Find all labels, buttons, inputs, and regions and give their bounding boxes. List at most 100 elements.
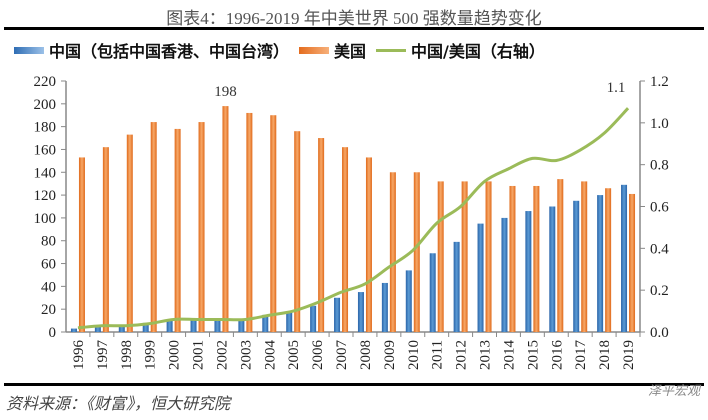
bar-china [429,253,436,332]
legend: 中国（包括中国香港、中国台湾） 美国 中国/美国（右轴） [14,38,555,62]
x-tick-label: 2014 [501,340,517,371]
bar-us [150,122,157,332]
bar-china [357,292,364,332]
y-right-tick-label: 0.4 [650,241,669,257]
legend-item-us: 美国 [299,38,366,62]
bar-china [238,319,245,332]
bar-china [214,319,221,332]
y-left-tick-label: 140 [34,165,57,181]
x-tick-label: 2001 [191,340,207,370]
y-right-tick-label: 0.8 [650,158,669,174]
bar-us [461,181,468,332]
x-tick-label: 2010 [406,340,422,370]
bar-china [310,305,317,332]
bar-china [525,211,532,332]
title-rule [4,27,704,30]
bar-us [629,193,636,332]
y-right-tick-label: 0.0 [650,325,669,341]
x-tick-label: 2007 [334,340,350,371]
bar-china [286,311,293,332]
bar-us [222,106,229,332]
chart-title: 图表4：1996-2019 年中美世界 500 强数量趋势变化 [166,9,542,28]
bar-china [118,325,125,332]
bar-china [381,282,388,332]
y-left-tick-label: 160 [34,142,57,158]
legend-label-us: 美国 [334,42,367,61]
bar-china [166,320,173,332]
x-tick-label: 2011 [430,340,446,369]
bar-china [262,314,269,332]
y-left-tick-label: 200 [34,97,57,113]
x-tick-label: 1998 [119,340,135,370]
x-tick-label: 2004 [262,340,278,371]
x-tick-label: 2003 [238,340,254,370]
y-right-tick-label: 1.2 [650,74,669,90]
bar-us [102,147,109,332]
legend-label-ratio: 中国/美国（右轴） [411,42,545,61]
bar-china [477,223,484,332]
bar-china [334,297,341,332]
x-tick-label: 2013 [478,340,494,370]
bar-us [365,157,372,332]
bar-us [294,131,301,332]
x-tick-label: 2005 [286,340,302,370]
bar-us [318,138,325,332]
bar-us [581,181,588,332]
watermark: 泽平宏观 [647,384,700,399]
bar-us [557,179,564,332]
bar-us [342,147,349,332]
y-left-tick-label: 40 [41,279,56,295]
y-left-tick-label: 0 [49,325,57,341]
source-note: 资料来源：《财富》，恒大研究院 [6,396,231,413]
bar-china [405,270,412,332]
y-left-tick-label: 80 [41,234,56,250]
bar-us [78,157,85,332]
bar-us [485,181,492,332]
y-left-tick-label: 20 [41,302,56,318]
legend-swatch-us [299,46,330,54]
y-left-tick-label: 180 [34,120,57,136]
bar-china [597,195,604,332]
bar-china [549,206,556,332]
x-tick-label: 1996 [71,340,87,371]
ratio-line [77,107,630,330]
bar-us [270,115,277,333]
x-tick-label: 1999 [143,340,159,370]
bar-china [94,326,101,332]
x-tick-label: 2009 [382,340,398,370]
bar-us [126,134,133,332]
y-left-tick-label: 220 [34,74,57,90]
y-left-tick-label: 60 [41,257,56,273]
y-right-tick-label: 0.6 [650,200,669,216]
bar-china [70,328,77,332]
x-tick-label: 2018 [597,340,613,370]
x-tick-label: 2012 [454,340,470,370]
bar-us [413,172,420,332]
bar-china [190,319,197,332]
bar-china [501,217,508,332]
x-tick-label: 2017 [573,340,589,371]
bar-us [533,185,540,332]
data-label-ratio-end: 1.1 [607,80,626,96]
bar-us [509,185,516,332]
bar-us [246,112,253,332]
legend-item-china: 中国（包括中国香港、中国台湾） [14,38,289,62]
bar-china [621,184,628,332]
x-tick-label: 2016 [549,340,565,371]
legend-label-china: 中国（包括中国香港、中国台湾） [49,42,290,61]
x-tick-label: 2015 [525,340,541,370]
x-tick-label: 2002 [214,340,230,370]
bar-us [198,122,205,332]
x-tick-label: 2008 [358,340,374,370]
x-tick-label: 2000 [167,340,183,370]
bar-us [174,128,181,332]
y-left-tick-label: 120 [34,188,57,204]
legend-swatch-ratio [376,48,407,52]
legend-item-ratio: 中国/美国（右轴） [376,38,545,62]
footer-rule [4,383,704,386]
legend-swatch-china [14,46,44,54]
y-right-tick-label: 1.0 [650,116,669,132]
x-tick-label: 2006 [310,340,326,371]
bar-us [605,188,612,332]
